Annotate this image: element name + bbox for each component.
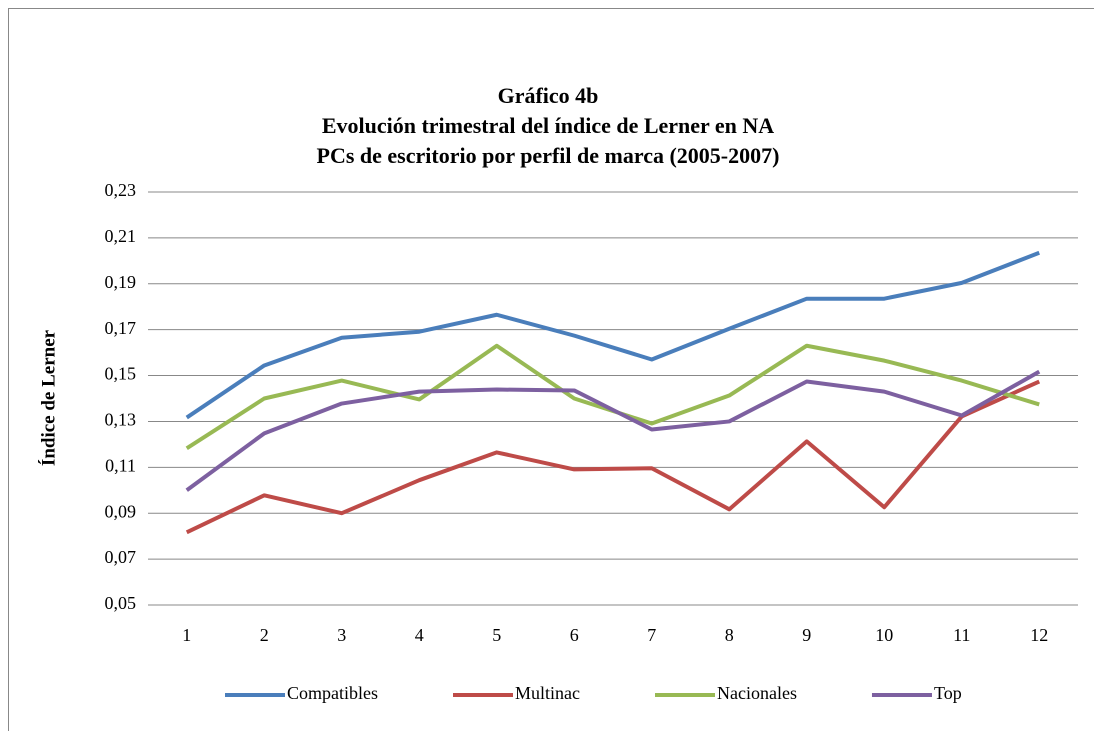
legend-label: Multinac xyxy=(515,683,580,703)
series-line xyxy=(185,343,1040,450)
y-tick-label: 0,19 xyxy=(105,272,137,292)
x-tick-label: 7 xyxy=(647,625,656,645)
y-axis-title: Índice de Lerner xyxy=(37,329,59,466)
series-line xyxy=(185,250,1040,420)
x-tick-label: 9 xyxy=(802,625,811,645)
y-tick-label: 0,09 xyxy=(105,501,137,521)
chart-title: Gráfico 4b xyxy=(498,83,599,108)
y-tick-label: 0,07 xyxy=(105,547,137,567)
series-line xyxy=(185,379,1041,535)
x-tick-label: 3 xyxy=(337,625,346,645)
x-tick-label: 12 xyxy=(1030,625,1048,645)
legend-label: Top xyxy=(934,683,962,703)
legend-label: Compatibles xyxy=(287,683,378,703)
series-line xyxy=(185,369,1041,492)
x-tick-label: 10 xyxy=(875,625,893,645)
chart-title: PCs de escritorio por perfil de marca (2… xyxy=(317,143,780,168)
y-tick-label: 0,17 xyxy=(105,318,137,338)
x-tick-label: 8 xyxy=(725,625,734,645)
y-tick-label: 0,21 xyxy=(105,226,137,246)
x-tick-label: 6 xyxy=(570,625,579,645)
chart-frame xyxy=(8,8,1094,731)
y-tick-label: 0,05 xyxy=(105,593,137,613)
legend-label: Nacionales xyxy=(717,683,797,703)
y-tick-label: 0,11 xyxy=(105,455,136,475)
x-tick-label: 1 xyxy=(182,625,191,645)
y-tick-label: 0,15 xyxy=(105,364,137,384)
x-tick-label: 4 xyxy=(415,625,424,645)
x-tick-label: 5 xyxy=(492,625,501,645)
chart-title: Evolución trimestral del índice de Lerne… xyxy=(322,113,774,138)
x-tick-label: 2 xyxy=(260,625,269,645)
y-tick-label: 0,13 xyxy=(105,410,137,430)
y-tick-label: 0,23 xyxy=(105,180,137,200)
x-tick-label: 11 xyxy=(953,625,970,645)
